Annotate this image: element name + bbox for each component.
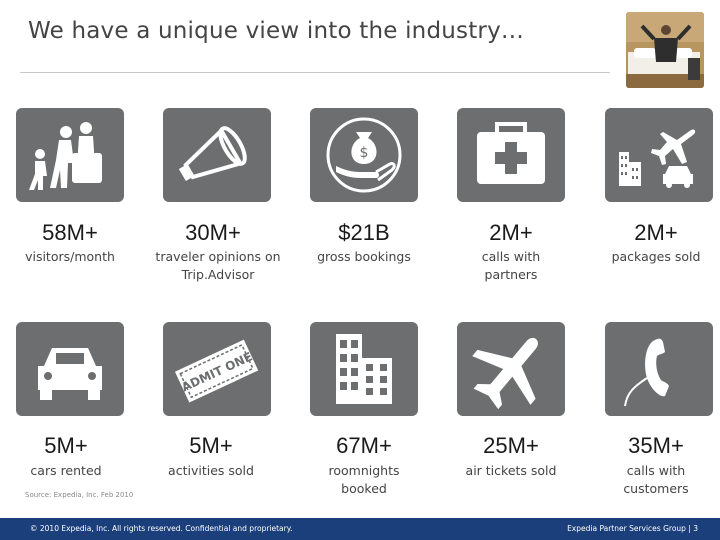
- megaphone-icon: [163, 108, 271, 202]
- money-bag-hand-icon: $: [310, 108, 418, 202]
- svg-text:$: $: [360, 145, 369, 161]
- stat-activities-label: activities sold: [168, 463, 254, 478]
- stat-activities-value: 5M+: [189, 433, 233, 458]
- hotel-photo: [626, 12, 704, 88]
- stat-roomnights-value: 67M+: [336, 433, 392, 458]
- stat-visitors-label: visitors/month: [25, 249, 115, 264]
- stat-cars-label: cars rented: [30, 463, 102, 478]
- airplane-icon: [457, 322, 565, 416]
- stat-partner-calls-value: 2M+: [489, 220, 533, 245]
- footer-copyright: © 2010 Expedia, Inc. All rights reserved…: [30, 524, 293, 533]
- page-title: We have a unique view into the industry…: [28, 18, 525, 44]
- stat-cars-value: 5M+: [44, 433, 88, 458]
- stat-partner-calls-label: calls with partners: [481, 249, 541, 282]
- stat-air-tickets-value: 25M+: [483, 433, 539, 458]
- first-aid-kit-icon: [457, 108, 565, 202]
- footer-page-info: Expedia Partner Services Group | 3: [567, 524, 698, 533]
- package-icon: [605, 108, 713, 202]
- title-divider: [20, 72, 610, 73]
- stat-visitors-value: 58M+: [42, 220, 98, 245]
- source-note: Source: Expedia, Inc. Feb 2010: [25, 491, 134, 499]
- ticket-icon: ADMIT ONE: [163, 322, 271, 416]
- buildings-icon: [310, 322, 418, 416]
- stat-customer-calls-value: 35M+: [628, 433, 684, 458]
- stat-roomnights-label: roomnights booked: [328, 463, 400, 496]
- stat-packages-value: 2M+: [634, 220, 678, 245]
- stat-bookings-label: gross bookings: [317, 249, 411, 264]
- stat-opinions-value: 30M+: [185, 220, 241, 245]
- stat-bookings-value: $21B: [338, 220, 390, 245]
- car-icon: [16, 322, 124, 416]
- stat-opinions-label: traveler opinions on Trip.Advisor: [155, 249, 281, 282]
- telephone-icon: [605, 322, 713, 416]
- stat-air-tickets-label: air tickets sold: [465, 463, 557, 478]
- travelers-icon: [16, 108, 124, 202]
- stat-customer-calls-label: calls with customers: [623, 463, 689, 496]
- stat-packages-label: packages sold: [611, 249, 701, 264]
- footer-bar: © 2010 Expedia, Inc. All rights reserved…: [0, 518, 720, 540]
